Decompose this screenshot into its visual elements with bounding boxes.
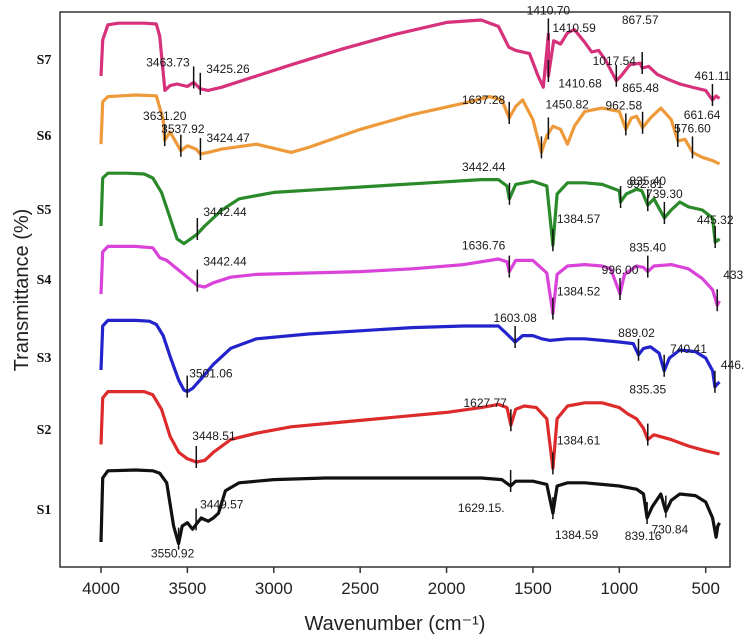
x-axis-title: Wavenumber (cm⁻¹) — [305, 613, 486, 635]
peak-label: 962.58 — [605, 98, 642, 112]
peak-label: 739.30 — [646, 187, 683, 201]
trace-s4 — [99, 244, 721, 316]
peak-label: 1384.59 — [555, 528, 599, 542]
peak-label: 730.84 — [651, 523, 688, 537]
peak-label: 3442.44 — [203, 255, 247, 269]
x-axis: 4000 3500 3000 2500 2000 1500 1000 500 — [82, 567, 720, 598]
peak-labels: 3463.73 3425.26 1410.70 1410.59 1017.54 867.5… — [143, 3, 744, 560]
peak-label: 3424.47 — [206, 131, 250, 145]
peak-label: 661.64 — [684, 108, 721, 122]
peak-label: 1017.54 — [593, 54, 637, 68]
peak-label: 835.40 — [629, 241, 666, 255]
peak-label: 1384.57 — [557, 212, 601, 226]
peak-label: 3425.26 — [206, 62, 250, 76]
peak-label: 3449.57 — [200, 497, 244, 511]
peak-label: 576.60 — [674, 121, 711, 135]
peak-label: 3448.51 — [192, 429, 236, 443]
peak-label: 1636.76 — [462, 239, 506, 253]
peak-label: 1603.08 — [493, 311, 537, 325]
peak-label: 1629.15. — [458, 501, 505, 515]
peak-label: 461.11 — [695, 69, 731, 83]
series-label-s2: S2 — [37, 423, 52, 438]
x-tick-label: 500 — [692, 579, 720, 598]
series-label-s4: S4 — [37, 273, 52, 288]
series-label-s5: S5 — [37, 203, 52, 218]
peak-label: 740.41 — [670, 342, 707, 356]
peak-label: 865.48 — [622, 81, 659, 95]
peak-label: 3442.44 — [203, 205, 247, 219]
series-labels: S7 S6 S5 S4 S3 S2 S1 — [37, 53, 52, 518]
x-tick-label: 1000 — [600, 579, 638, 598]
peak-label: 3550.92 — [151, 547, 195, 561]
peak-label: 1410.70 — [527, 3, 571, 17]
x-tick-label: 3000 — [255, 579, 293, 598]
peak-label: 992.81 — [627, 177, 664, 191]
peak-markers — [163, 18, 718, 550]
x-tick-label: 4000 — [82, 579, 120, 598]
peak-label: 3442.44 — [462, 160, 506, 174]
peak-label: 1450.82 — [545, 97, 589, 111]
peak-label: 996.00 — [602, 263, 639, 277]
peak-label: 1637.28 — [462, 93, 506, 107]
peak-label: 3631.20 — [143, 109, 187, 123]
peak-label: 1627.77 — [463, 396, 507, 410]
series-label-s1: S1 — [37, 503, 52, 518]
plot-frame — [59, 11, 731, 568]
series-label-s3: S3 — [37, 351, 52, 366]
peak-label: 835.40 — [629, 174, 666, 188]
peak-label: 1410.59 — [552, 21, 596, 35]
peak-label: 867.57 — [622, 13, 659, 27]
x-tick-label: 2500 — [341, 579, 379, 598]
peak-label: 889.02 — [618, 326, 655, 340]
peak-label: 1384.52 — [557, 285, 601, 299]
peak-label: 839.16 — [625, 529, 662, 543]
peak-label: 835.35 — [629, 383, 666, 397]
trace-s5 — [99, 171, 721, 247]
x-tick-label: 3500 — [168, 579, 206, 598]
peak-label: 3537.92 — [161, 122, 205, 136]
peak-label: 3463.73 — [146, 55, 190, 69]
peak-label: 3501.06 — [189, 367, 233, 381]
x-tick-label: 2000 — [428, 579, 466, 598]
peak-label: 1384.61 — [557, 433, 601, 447]
peak-label: 433.49 — [723, 268, 744, 282]
peak-label: 446.73 — [721, 358, 744, 372]
trace-s6 — [99, 93, 721, 166]
trace-s2 — [99, 390, 720, 470]
trace-s7 — [99, 18, 721, 102]
y-axis-title: Transmittance (%) — [11, 209, 33, 372]
peak-label: 1410.68 — [558, 76, 602, 90]
series-label-s6: S6 — [37, 129, 52, 144]
x-tick-label: 1500 — [514, 579, 552, 598]
peak-label: 445.32 — [697, 213, 734, 227]
series-label-s7: S7 — [37, 53, 52, 68]
